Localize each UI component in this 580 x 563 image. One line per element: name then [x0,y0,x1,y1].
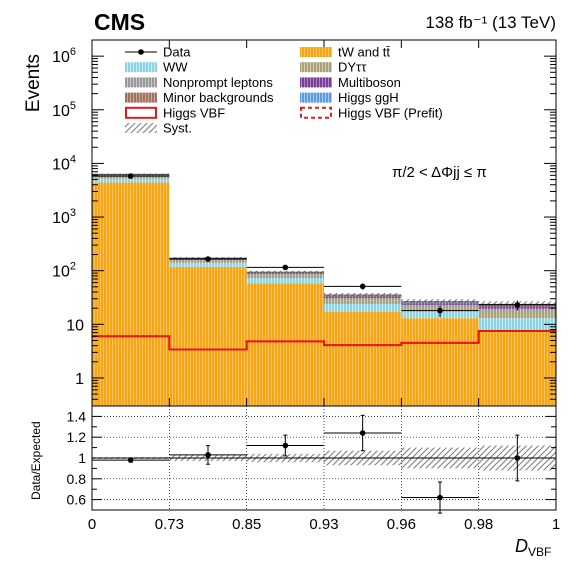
legend-minor-backgrounds-label: Minor backgrounds [163,90,274,105]
stack-bar-tw-and-tt--bin-0 [92,182,170,406]
legend-dy--label: DYττ [338,60,367,75]
data-point-bin-2 [282,264,289,271]
stack-bar-dy--bin-1 [169,260,247,263]
legend-minor-backgrounds-swatch [125,92,157,103]
x-tick-label: 0.73 [155,516,184,533]
ratio-y-tick-label: 0.8 [67,471,87,487]
legend-higgs-vbf-prefit--label: Higgs VBF (Prefit) [338,105,443,120]
legend-higgs-ggh-swatch [300,92,332,103]
data-point-bin-1 [205,256,211,262]
x-tick-label: 0.98 [464,516,493,533]
ratio-point-bin-0 [127,457,134,463]
legend-higgs-vbf-prefit--swatch [300,106,332,119]
legend-data-marker [138,49,144,55]
stack-bar-ww-bin-0 [92,178,170,183]
stack-bar-ww-bin-2 [246,278,324,284]
y-tick-label: 105 [52,100,76,120]
stack-bar-ww-bin-1 [169,262,247,267]
y-tick-label: 1 [75,371,84,388]
stack-bar-ww-bin-3 [324,303,402,312]
data-point-bin-4 [437,307,443,314]
legend-higgs-ggh-label: Higgs ggH [338,90,399,105]
data-points [92,173,556,317]
stack-bar-ww-bin-5 [478,318,556,330]
ratio-point-bin-2 [282,442,289,449]
stack-bar-tw-and-tt--bin-2 [246,283,324,406]
data-point-bin-5 [514,302,521,308]
x-tick-label: 0.85 [232,516,261,533]
legend-tw-and-tt--label: tW and tt̄ [338,45,390,60]
y-tick-label: 103 [52,207,76,227]
stack-bar-nonprompt-leptons-bin-3 [324,297,402,301]
ratio-y-tick-label: 0.6 [67,492,87,508]
ratio-point-bin-4 [437,494,443,501]
x-tick-label: 0.93 [309,516,338,533]
legend-ww-swatch [125,62,157,73]
stacked-histogram [92,174,556,406]
stack-bar-dy--bin-5 [478,311,556,319]
stack-bar-tw-and-tt--bin-1 [169,266,247,406]
x-tick-label: 0 [88,516,96,533]
data-point-bin-3 [359,283,366,290]
data-point-bin-0 [127,173,134,179]
y-tick-label: 102 [52,261,76,281]
ratio-point-bin-1 [205,452,211,458]
legend-nonprompt-leptons-label: Nonprompt leptons [163,75,273,90]
legend: Data tW and tt̄ WW DYττ Nonprompt leptons Mul… [125,45,443,136]
y-axis-title: Events [23,54,44,112]
stack-bar-dy--bin-2 [246,275,324,279]
stack-bar-dy--bin-3 [324,300,402,304]
y-tick-label: 104 [52,153,76,173]
legend-nonprompt-leptons-swatch [125,77,157,88]
y-tick-label: 106 [52,46,76,66]
legend-multiboson-label: Multiboson [338,75,401,90]
ratio-y-tick-label: 1.4 [67,408,87,424]
stack-bar-nonprompt-leptons-bin-2 [246,274,324,276]
legend-syst--swatch [125,123,157,133]
legend-data-label: Data [163,45,191,60]
legend-dy--swatch [300,62,332,73]
y-tick-label: 10 [66,317,84,334]
region-annotation: π/2 < ΔΦjj ≤ π [392,164,487,181]
luminosity-label: 138 fb⁻¹ (13 TeV) [425,13,556,32]
stack-bar-multiboson-bin-2 [246,273,324,275]
stack-bar-tw-and-tt--bin-5 [478,329,556,406]
ratio-point-bin-3 [359,430,366,436]
experiment-label: CMS [94,9,146,35]
x-tick-label: 1 [552,516,560,533]
legend-ww-label: WW [163,60,188,75]
stack-bar-tw-and-tt--bin-3 [324,311,402,406]
x-axis-title: DVBF [515,536,551,559]
legend-syst--label: Syst. [163,121,192,136]
ratio-y-axis-title: Data/Expected [29,421,43,500]
ratio-panel: 0.6 0.8 1 1.2 1.4 [67,405,557,514]
ratio-y-tick-label: 1.2 [67,429,87,445]
legend-higgs-vbf-label: Higgs VBF [163,105,225,120]
stack-bar-tw-and-tt--bin-4 [401,318,479,406]
legend-multiboson-swatch [300,77,332,88]
legend-tw-and-tt--swatch [300,47,332,57]
legend-higgs-vbf-swatch [125,106,157,119]
higgs-vbf-prefit-line [92,330,556,351]
x-tick-label: 0.96 [387,516,416,533]
stack-bar-multiboson-bin-3 [324,296,402,298]
ratio-y-tick-label: 1 [78,450,86,466]
ratio-point-bin-5 [514,455,521,461]
